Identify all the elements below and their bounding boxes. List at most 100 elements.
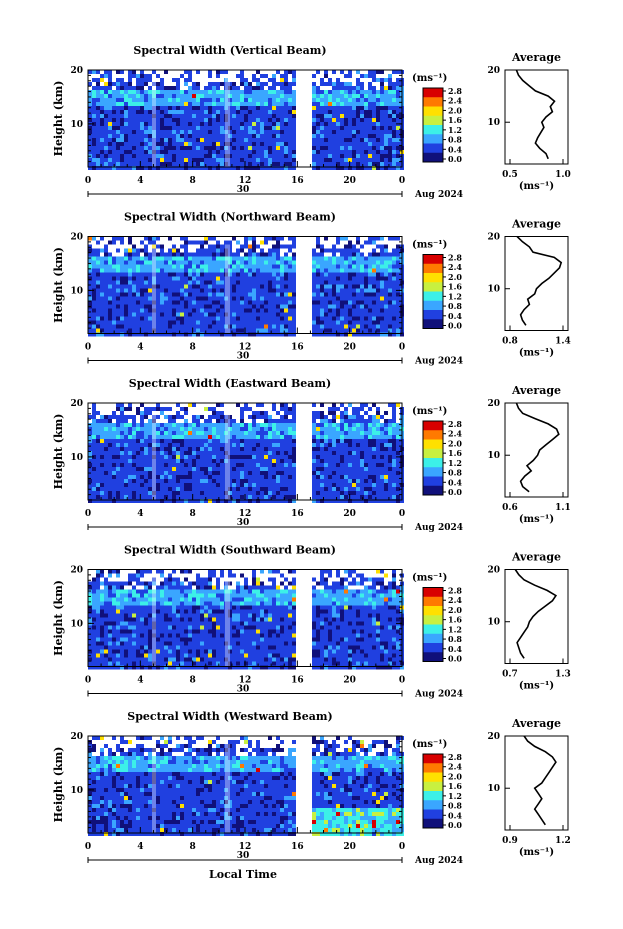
- x-tick-label: 8: [190, 176, 196, 186]
- date-day: 30: [237, 185, 250, 195]
- panel-title: Spectral Width (Eastward Beam): [129, 377, 331, 390]
- avg-profile-line: [514, 569, 558, 659]
- colorbar-tick-label: 2.8: [448, 86, 462, 96]
- avg-title: Average: [511, 551, 561, 564]
- colorbar-segment: [423, 763, 443, 773]
- colorbar-frame: [422, 753, 444, 829]
- x-tick-label: 8: [190, 343, 196, 353]
- x-tick-label: 20: [343, 176, 356, 186]
- avg-x-tick-label: 0.7: [502, 670, 518, 680]
- colorbar-tick-label: 0.4: [448, 144, 462, 154]
- panel-title: Spectral Width (Southward Beam): [124, 544, 336, 557]
- x-tick-label: 12: [239, 676, 252, 686]
- colorbar-tick-label: 0.0: [448, 154, 462, 164]
- y-axis-label: Height (km): [52, 580, 65, 656]
- heatmap: [88, 403, 404, 503]
- colorbar-tick-label: 1.6: [448, 115, 462, 125]
- y-tick-label: 10: [70, 286, 83, 296]
- colorbar-segment: [423, 88, 443, 98]
- y-tick-label: 10: [70, 786, 83, 796]
- colorbar-segment: [423, 606, 443, 616]
- date-label: Aug 2024: [414, 690, 463, 700]
- colorbar-segment: [423, 485, 443, 496]
- colorbar-tick-label: 0.8: [448, 135, 462, 145]
- colorbar-unit: (ms⁻¹): [412, 73, 447, 84]
- colorbar-tick-label: 0.0: [448, 654, 462, 664]
- y-tick-label: 20: [70, 66, 83, 76]
- y-axis-label: Height (km): [52, 81, 65, 157]
- colorbar-tick-label: 2.0: [448, 771, 462, 781]
- date-label: Aug 2024: [414, 523, 463, 533]
- avg-profile-line: [515, 69, 556, 160]
- avg-x-tick-label: 1.4: [555, 337, 571, 347]
- colorbar-segment: [423, 624, 443, 635]
- x-tick-label: 20: [343, 676, 356, 686]
- colorbar-segment: [423, 319, 443, 329]
- x-tick-label: 16: [291, 176, 304, 186]
- colorbar-segment: [423, 791, 443, 801]
- x-tick-label: 4: [137, 676, 143, 686]
- avg-y-tick-label: 20: [487, 399, 500, 409]
- colorbar-tick-label: 2.0: [448, 272, 462, 282]
- colorbar-unit: (ms⁻¹): [412, 240, 447, 251]
- colorbar-tick-label: 0.4: [448, 311, 462, 321]
- colorbar-segment: [423, 467, 443, 477]
- colorbar-tick-label: 1.2: [448, 291, 462, 301]
- y-tick-label: 10: [70, 619, 83, 629]
- colorbar-unit: (ms⁻¹): [412, 739, 447, 750]
- colorbar-tick-label: 2.4: [448, 262, 462, 272]
- avg-profile-line: [523, 735, 557, 826]
- x-tick-label: 20: [343, 842, 356, 852]
- colorbar-segment: [423, 818, 443, 829]
- colorbar-tick-label: 0.4: [448, 810, 462, 820]
- colorbar-segment: [423, 106, 443, 117]
- avg-frame: [504, 569, 569, 664]
- avg-x-tick-label: 1.2: [555, 836, 571, 846]
- colorbar-segment: [423, 448, 443, 459]
- avg-y-tick-label: 10: [487, 784, 500, 794]
- y-axis-label: Height (km): [52, 247, 65, 323]
- colorbar-tick-label: 1.2: [448, 458, 462, 468]
- panel-southward: Spectral Width (Southward Beam) 20 10 Heigh…: [52, 544, 571, 700]
- heatmap: [88, 236, 404, 337]
- avg-x-tick-label: 1.0: [555, 170, 571, 180]
- colorbar-segment: [423, 134, 443, 144]
- colorbar-tick-label: 0.0: [448, 321, 462, 331]
- x-tick-label: 20: [343, 343, 356, 353]
- colorbar-unit: (ms⁻¹): [412, 406, 447, 417]
- panel-westward: Spectral Width (Westward Beam) 20 10 Height…: [52, 710, 571, 866]
- avg-unit: (ms⁻¹): [519, 681, 554, 692]
- x-tick-label: 12: [239, 842, 252, 852]
- x-tick-label: 0: [399, 842, 405, 852]
- y-axis-label: Height (km): [52, 747, 65, 823]
- colorbar-segment: [423, 809, 443, 820]
- avg-y-tick-label: 20: [487, 732, 500, 742]
- colorbar-segment: [423, 587, 443, 598]
- colorbar-segment: [423, 291, 443, 302]
- colorbar-segment: [423, 273, 443, 283]
- avg-x-tick-label: 1.1: [555, 503, 571, 513]
- x-tick-label: 4: [137, 176, 143, 186]
- x-tick-label: 16: [291, 842, 304, 852]
- x-tick-label: 4: [137, 343, 143, 353]
- colorbar-tick-label: 0.4: [448, 477, 462, 487]
- colorbar-tick-label: 2.8: [448, 419, 462, 429]
- colorbar-segment: [423, 772, 443, 783]
- colorbar-segment: [423, 97, 443, 107]
- colorbar-segment: [423, 633, 443, 644]
- x-tick-label: 0: [399, 509, 405, 519]
- colorbar-tick-label: 0.0: [448, 820, 462, 830]
- avg-y-tick-label: 10: [487, 285, 500, 295]
- colorbar-segment: [423, 754, 443, 764]
- colorbar-segment: [423, 282, 443, 292]
- x-tick-label: 8: [190, 509, 196, 519]
- colorbar-segment: [423, 615, 443, 625]
- colorbar-segment: [423, 458, 443, 468]
- avg-frame: [504, 236, 569, 331]
- colorbar-segment: [423, 125, 443, 135]
- colorbar-tick-label: 0.0: [448, 487, 462, 497]
- y-axis-label: Height (km): [52, 414, 65, 490]
- colorbar-tick-label: 2.4: [448, 429, 462, 439]
- x-tick-label: 20: [343, 509, 356, 519]
- x-tick-label: 0: [85, 842, 91, 852]
